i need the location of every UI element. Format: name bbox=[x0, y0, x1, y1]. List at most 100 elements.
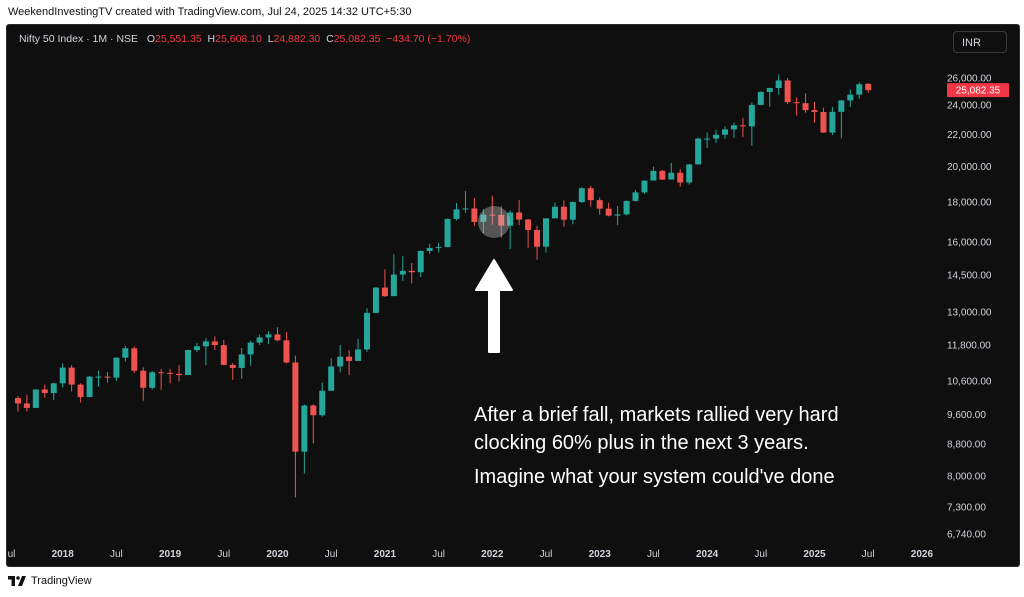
candle[interactable] bbox=[587, 185, 594, 207]
candle[interactable] bbox=[686, 163, 693, 185]
candle[interactable] bbox=[596, 197, 603, 215]
candle[interactable] bbox=[444, 218, 451, 248]
candle[interactable] bbox=[408, 262, 415, 284]
candle[interactable] bbox=[23, 394, 30, 412]
candle[interactable] bbox=[730, 122, 737, 138]
candle[interactable] bbox=[310, 404, 317, 444]
candle[interactable] bbox=[149, 371, 156, 390]
candle[interactable] bbox=[453, 203, 460, 221]
currency-button[interactable]: INR bbox=[953, 31, 1007, 53]
candle[interactable] bbox=[713, 129, 720, 143]
candle[interactable] bbox=[265, 331, 272, 344]
candle[interactable] bbox=[560, 200, 567, 227]
candle[interactable] bbox=[838, 100, 845, 139]
candle[interactable] bbox=[86, 376, 93, 398]
candle[interactable] bbox=[578, 187, 585, 203]
candle[interactable] bbox=[41, 384, 48, 398]
candle[interactable] bbox=[381, 269, 388, 297]
candle[interactable] bbox=[748, 102, 755, 146]
candle[interactable] bbox=[104, 371, 111, 383]
chart-panel[interactable]: 26,000.00 24,000.00 22,000.00 20,000.00 18,0… bbox=[6, 24, 1020, 567]
candle[interactable] bbox=[59, 363, 66, 388]
candle[interactable] bbox=[319, 382, 326, 417]
candle[interactable] bbox=[193, 343, 200, 353]
candle[interactable] bbox=[390, 254, 397, 297]
candle[interactable] bbox=[775, 74, 782, 95]
candle[interactable] bbox=[498, 206, 505, 238]
candle[interactable] bbox=[337, 344, 344, 373]
candle[interactable] bbox=[793, 97, 800, 116]
candlestick-chart[interactable]: 26,000.00 24,000.00 22,000.00 20,000.00 18,0… bbox=[7, 25, 1019, 566]
candle[interactable] bbox=[301, 404, 308, 474]
candle[interactable] bbox=[283, 332, 290, 364]
candle[interactable] bbox=[757, 91, 764, 106]
candle[interactable] bbox=[372, 287, 379, 314]
candle[interactable] bbox=[551, 202, 558, 219]
candle[interactable] bbox=[247, 340, 254, 366]
symbol-name[interactable]: Nifty 50 Index · 1M · NSE bbox=[19, 33, 139, 45]
candle[interactable] bbox=[185, 349, 191, 376]
candle[interactable] bbox=[68, 365, 75, 392]
candle[interactable] bbox=[238, 347, 245, 379]
candle[interactable] bbox=[256, 334, 263, 345]
symbol-legend[interactable]: Nifty 50 Index · 1M · NSE O25,551.35 H25… bbox=[19, 33, 470, 45]
candle[interactable] bbox=[274, 327, 281, 342]
candle[interactable] bbox=[695, 137, 702, 165]
candle[interactable] bbox=[856, 82, 863, 99]
candle[interactable] bbox=[829, 106, 836, 136]
candle[interactable] bbox=[480, 209, 487, 234]
candle[interactable] bbox=[229, 363, 236, 380]
candle[interactable] bbox=[417, 250, 424, 278]
candle[interactable] bbox=[14, 396, 21, 412]
candle[interactable] bbox=[668, 162, 675, 180]
candle[interactable] bbox=[95, 370, 102, 387]
candle[interactable] bbox=[211, 336, 218, 351]
candle[interactable] bbox=[722, 126, 728, 139]
candle[interactable] bbox=[534, 225, 541, 260]
candle[interactable] bbox=[605, 202, 612, 217]
candle[interactable] bbox=[632, 190, 639, 202]
candle[interactable] bbox=[355, 338, 362, 361]
candle[interactable] bbox=[650, 166, 657, 181]
candle[interactable] bbox=[677, 169, 684, 187]
candle[interactable] bbox=[32, 389, 39, 408]
candle[interactable] bbox=[140, 367, 147, 401]
candle[interactable] bbox=[462, 191, 469, 213]
candle[interactable] bbox=[659, 170, 666, 181]
candle[interactable] bbox=[122, 345, 129, 362]
candle[interactable] bbox=[346, 350, 353, 376]
candle[interactable] bbox=[784, 78, 791, 105]
candle[interactable] bbox=[328, 358, 335, 391]
candle[interactable] bbox=[435, 242, 442, 253]
candle[interactable] bbox=[802, 93, 809, 113]
candle[interactable] bbox=[489, 195, 496, 225]
candle[interactable] bbox=[399, 256, 406, 281]
candle[interactable] bbox=[614, 205, 621, 225]
candle[interactable] bbox=[525, 218, 532, 248]
candle[interactable] bbox=[739, 117, 746, 138]
candle[interactable] bbox=[77, 383, 84, 403]
candle[interactable] bbox=[865, 83, 872, 93]
candle[interactable] bbox=[543, 218, 549, 253]
candle[interactable] bbox=[364, 308, 370, 352]
candle[interactable] bbox=[176, 364, 183, 382]
candle[interactable] bbox=[292, 355, 299, 498]
price-axis[interactable]: 26,000.00 24,000.00 22,000.00 20,000.00 18,0… bbox=[947, 74, 992, 541]
candle[interactable] bbox=[516, 200, 523, 226]
candle[interactable] bbox=[766, 87, 773, 107]
candle[interactable] bbox=[220, 339, 227, 366]
candle[interactable] bbox=[704, 132, 711, 148]
candle[interactable] bbox=[113, 357, 120, 382]
candle[interactable] bbox=[167, 368, 174, 384]
candle[interactable] bbox=[131, 346, 138, 373]
candle[interactable] bbox=[569, 201, 576, 225]
candle[interactable] bbox=[811, 101, 818, 123]
candle[interactable] bbox=[507, 210, 514, 250]
candle[interactable] bbox=[158, 368, 165, 390]
candle[interactable] bbox=[847, 89, 854, 108]
candle[interactable] bbox=[50, 382, 57, 400]
candle[interactable] bbox=[426, 243, 433, 254]
candle[interactable] bbox=[820, 107, 827, 133]
candle[interactable] bbox=[471, 198, 478, 226]
candle[interactable] bbox=[202, 338, 209, 366]
